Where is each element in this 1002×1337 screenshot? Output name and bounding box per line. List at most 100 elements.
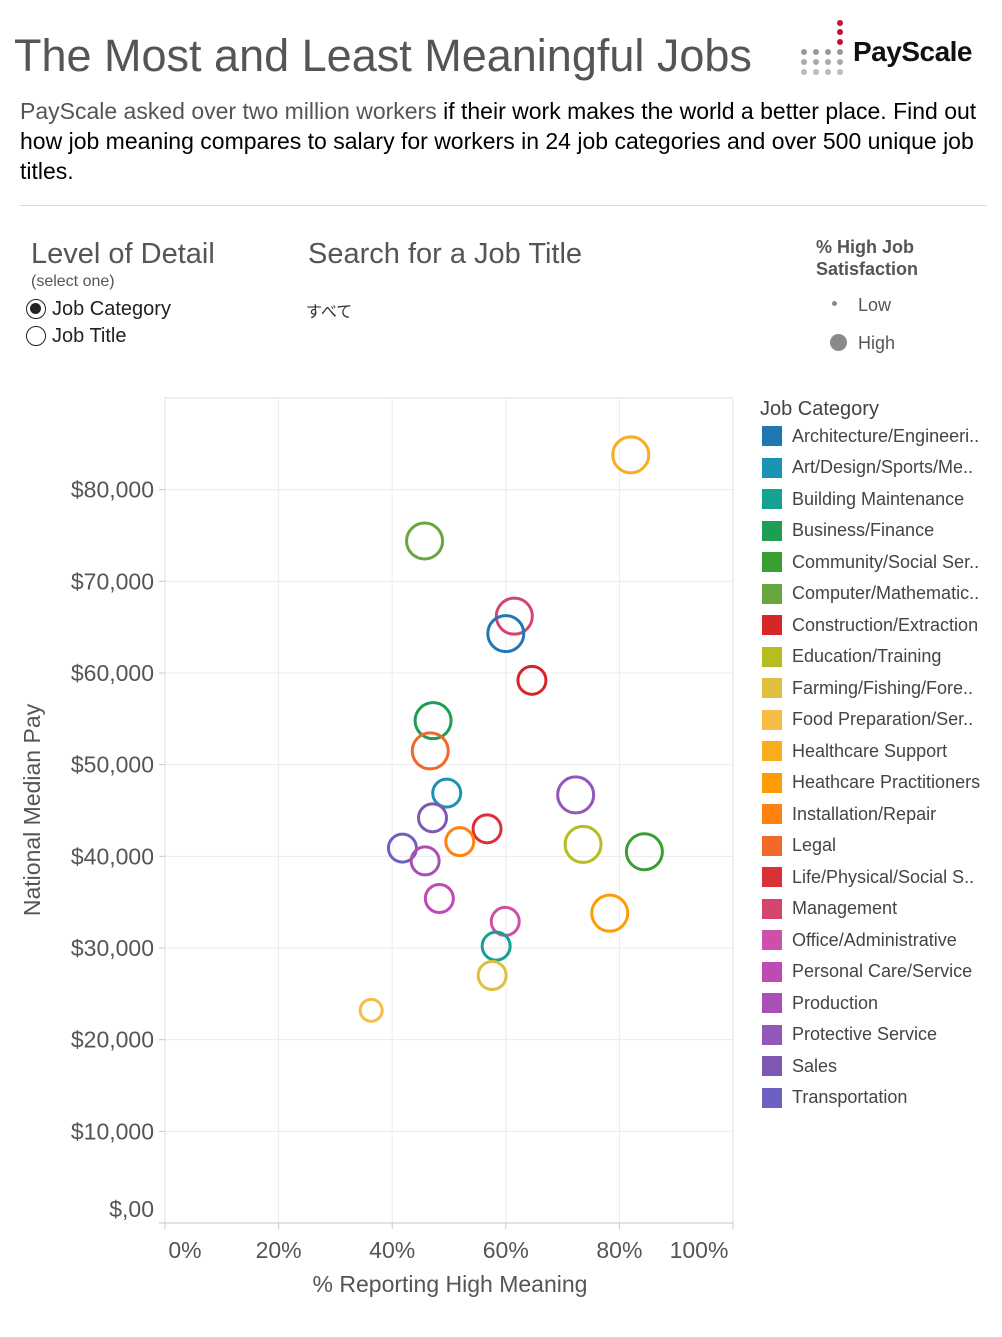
legend-swatch <box>762 961 782 982</box>
data-point <box>486 614 526 654</box>
legend-label: Sales <box>792 1055 838 1076</box>
y-tick-label: $80,000 <box>71 477 154 503</box>
legend-swatch <box>762 772 782 793</box>
legend-item[interactable]: Protective Service <box>762 1024 937 1046</box>
data-point <box>471 813 503 845</box>
job-title-filter[interactable]: すべて <box>306 304 353 321</box>
data-point <box>358 997 384 1023</box>
y-tick-label: $50,000 <box>71 752 154 778</box>
legend-item[interactable]: Office/Administrative <box>762 929 957 951</box>
radio-job-title[interactable]: Job Title <box>26 323 126 349</box>
legend-label: Protective Service <box>792 1024 938 1044</box>
y-tick-label: $70,000 <box>71 568 154 594</box>
y-tick-label: $,00 <box>109 1196 154 1222</box>
legend-item[interactable]: Community/Social Ser.. <box>762 551 979 573</box>
payscale-logo: PayScale <box>800 18 980 78</box>
legend-label: Food Preparation/Ser.. <box>792 709 974 729</box>
legend-item[interactable]: Food Preparation/Ser.. <box>762 709 973 731</box>
x-tick-label: 20% <box>256 1237 302 1263</box>
radio-label: Job Title <box>52 324 127 347</box>
legend-label: Office/Administrative <box>792 929 957 950</box>
radio-unchecked-icon[interactable] <box>26 326 46 346</box>
data-point <box>431 777 463 809</box>
size-legend-high: High <box>826 333 895 354</box>
data-point <box>480 930 512 962</box>
legend-swatch <box>762 489 782 509</box>
legend-swatch <box>762 835 782 856</box>
y-tick-label: $30,000 <box>71 935 154 961</box>
legend-item[interactable]: Art/Design/Sports/Me.. <box>762 457 973 479</box>
x-axis-title: % Reporting High Meaning <box>313 1271 588 1297</box>
level-of-detail-title: Level of Detail <box>31 238 215 270</box>
y-tick-label: $60,000 <box>71 660 154 686</box>
legend-item[interactable]: Management <box>762 898 897 920</box>
data-point <box>405 521 445 561</box>
legend-item[interactable]: Personal Care/Service <box>762 961 972 983</box>
size-legend-low-label: Low <box>858 295 892 315</box>
legend-swatch <box>762 457 782 478</box>
legend-item[interactable]: Production <box>762 992 878 1014</box>
scatter-chart: $,00 $10,000 $20,000 $30,000 $40,000 $50,000 $… <box>19 397 734 1297</box>
large-dot-icon <box>830 334 847 351</box>
legend-swatch <box>762 867 782 887</box>
legend-swatch <box>762 993 782 1013</box>
legend-label: Construction/Extraction <box>792 614 979 635</box>
data-point <box>423 883 455 914</box>
legend-item[interactable]: Life/Physical/Social S.. <box>762 866 974 888</box>
legend-swatch <box>762 426 782 446</box>
small-dot-icon <box>832 301 837 306</box>
legend-swatch <box>762 552 782 572</box>
legend-item[interactable]: Heathcare Practitioners <box>762 772 980 794</box>
legend-swatch <box>762 804 782 824</box>
payscale-logo-text: PayScale <box>853 36 973 67</box>
legend-item[interactable]: Legal <box>762 835 836 857</box>
radio-label: Job Category <box>52 297 171 320</box>
legend-item[interactable]: Architecture/Engineeri.. <box>762 425 979 447</box>
legend-label: Community/Social Ser.. <box>792 551 980 572</box>
legend-label: Architecture/Engineeri.. <box>792 425 980 446</box>
legend-label: Management <box>792 898 898 918</box>
level-of-detail-hint: (select one) <box>31 273 115 290</box>
legend-item[interactable]: Education/Training <box>762 646 941 668</box>
intro-rest: if their work makes the world a better p… <box>20 98 977 184</box>
legend-label: Life/Physical/Social S.. <box>792 866 975 887</box>
y-tick-label: $40,000 <box>71 843 154 869</box>
legend-label: Building Maintenance <box>792 488 965 509</box>
legend-item[interactable]: Farming/Fishing/Fore.. <box>762 677 973 699</box>
data-point <box>386 832 418 864</box>
legend-label: Art/Design/Sports/Me.. <box>792 457 974 477</box>
data-point <box>590 893 630 933</box>
legend-item[interactable]: Installation/Repair <box>762 803 936 825</box>
legend-title: Job Category <box>760 398 879 420</box>
intro-lead: PayScale asked over two million workers <box>20 98 437 124</box>
radio-checked-icon[interactable] <box>26 299 46 319</box>
plot-area <box>164 397 734 1224</box>
legend-swatch <box>762 930 782 950</box>
x-tick-label: 80% <box>596 1237 642 1263</box>
size-legend-high-label: High <box>858 333 896 353</box>
x-tick-label: 60% <box>483 1237 529 1263</box>
y-tick-label: $20,000 <box>71 1027 154 1053</box>
legend-item[interactable]: Building Maintenance <box>762 488 964 510</box>
legend-item[interactable]: Transportation <box>762 1087 907 1109</box>
legend-swatch <box>762 741 782 761</box>
legend-item[interactable]: Construction/Extraction <box>762 614 978 636</box>
legend-label: Healthcare Support <box>792 740 948 761</box>
intro-text: PayScale asked over two million workers … <box>20 96 980 186</box>
radio-job-category[interactable]: Job Category <box>26 296 171 322</box>
legend-label: Computer/Mathematic.. <box>792 583 980 603</box>
legend-item[interactable]: Business/Finance <box>762 520 934 542</box>
legend-item[interactable]: Computer/Mathematic.. <box>762 583 979 605</box>
legend-swatch <box>762 646 782 667</box>
legend-item[interactable]: Sales <box>762 1055 837 1077</box>
search-title: Search for a Job Title <box>308 238 583 270</box>
y-axis-title: National Median Pay <box>19 703 45 916</box>
legend-swatch <box>762 1087 782 1108</box>
legend-label: Personal Care/Service <box>792 961 973 981</box>
size-legend-low: Low <box>826 295 891 316</box>
legend-item[interactable]: Healthcare Support <box>762 740 947 762</box>
legend-label: Legal <box>792 835 837 855</box>
legend-label: Transportation <box>792 1087 908 1107</box>
data-point <box>417 802 449 834</box>
legend-swatch <box>762 583 782 604</box>
